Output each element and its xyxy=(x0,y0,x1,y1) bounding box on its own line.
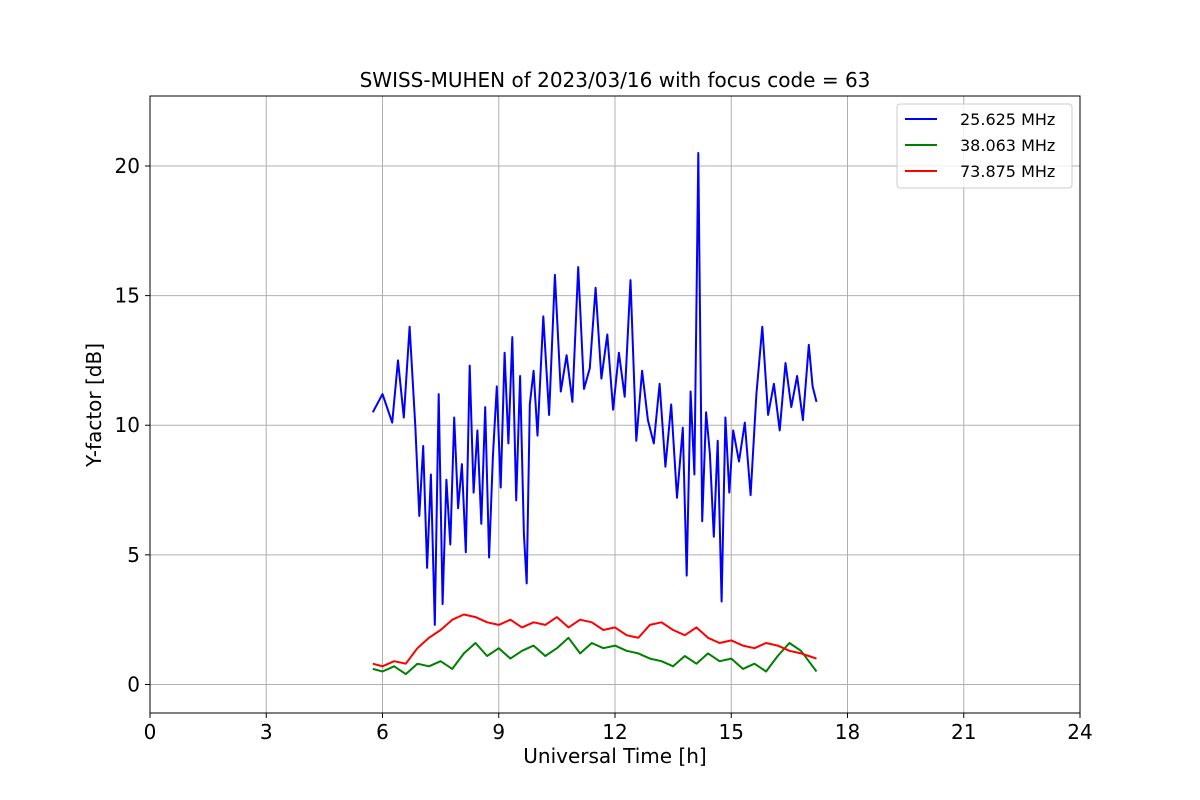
legend-label: 38.063 MHz xyxy=(960,136,1055,155)
series-line-3 xyxy=(372,613,817,668)
legend-label: 73.875 MHz xyxy=(960,162,1055,181)
chart-title: SWISS-MUHEN of 2023/03/16 with focus cod… xyxy=(360,68,871,92)
x-tick-label: 15 xyxy=(719,720,744,744)
x-tick-label: 9 xyxy=(492,720,505,744)
x-axis-label: Universal Time [h] xyxy=(523,744,706,768)
x-tick-label: 12 xyxy=(602,720,627,744)
legend-box xyxy=(896,103,1073,189)
y-tick-label: 15 xyxy=(115,284,140,308)
legend: 25.625 MHz 38.063 MHz 73.875 MHz xyxy=(896,103,1073,189)
x-tick-label: 24 xyxy=(1067,720,1092,744)
x-tick-label: 0 xyxy=(144,720,157,744)
series-line-1 xyxy=(371,152,818,626)
y-tick-label: 0 xyxy=(127,672,140,696)
series-lines xyxy=(371,152,818,676)
x-tick-label: 21 xyxy=(951,720,976,744)
x-tick-label: 3 xyxy=(260,720,273,744)
y-axis-label: Y-factor [dB] xyxy=(82,343,106,468)
y-tick-label: 10 xyxy=(115,413,140,437)
x-tick-label: 18 xyxy=(835,720,860,744)
legend-label: 25.625 MHz xyxy=(960,110,1055,129)
axis-ticks: 0 3 6 9 12 15 18 21 24 0 5 10 15 20 xyxy=(115,154,1093,744)
y-tick-label: 5 xyxy=(127,543,140,567)
x-tick-label: 6 xyxy=(376,720,389,744)
y-tick-label: 20 xyxy=(115,154,140,178)
series-line-2 xyxy=(372,636,818,676)
